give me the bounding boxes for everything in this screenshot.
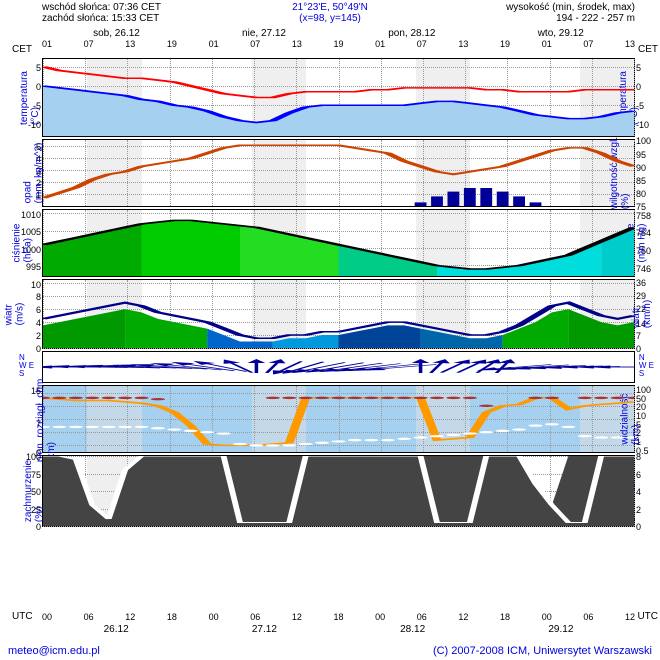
panel-stack: 50-5-1050-5-10temperatura(°C)temperatura… xyxy=(42,58,635,615)
utc-left: UTC xyxy=(12,611,33,622)
tz-left: CET xyxy=(12,44,32,55)
panel-precipitation: 543211009590858075opad(mm, kg/m^2)wilgot… xyxy=(42,139,635,207)
elev-values: 194 - 222 - 257 m xyxy=(506,13,635,24)
sunset-text: zachód słońca: 15:33 CET xyxy=(42,13,161,24)
elev-label: wysokość (min, środek, max) xyxy=(506,2,635,13)
sunrise-text: wschód słońca: 07:36 CET xyxy=(42,2,161,13)
panel-pressure: 101010051000995758754750746ciśnienie(hPa… xyxy=(42,209,635,277)
panel-temperature: 50-5-1050-5-10temperatura(°C)temperatura… xyxy=(42,58,635,137)
elevation: wysokość (min, środek, max) 194 - 222 - … xyxy=(506,2,635,24)
bottom-time-axis: 000612180006121800061218000612 26.1227.1… xyxy=(42,612,635,635)
panel-cloudiness: 100755025086420zachmurzenie(%)zachmurzen… xyxy=(42,455,635,527)
footer: meteo@icm.edu.pl (C) 2007-2008 ICM, Uniw… xyxy=(8,645,652,657)
coords-text: 21°23'E, 50°49'N xyxy=(292,2,368,13)
header: wschód słońca: 07:36 CET zachód słońca: … xyxy=(0,2,660,30)
location: 21°23'E, 50°49'N (x=98, y=145) xyxy=(292,2,368,24)
tz-right: CET xyxy=(638,44,658,55)
panel-wind: 10864203629221470wiatr(m/s)wiatr(km/h) xyxy=(42,279,635,349)
utc-right: UTC xyxy=(637,611,658,622)
footer-copyright: (C) 2007-2008 ICM, Uniwersytet Warszawsk… xyxy=(433,645,652,657)
panel-wind-direction: NW ESNW ES xyxy=(42,351,635,383)
footer-email[interactable]: meteo@icm.edu.pl xyxy=(8,645,100,657)
panel-visibility: 15701005020105210.5pion. rozciągł. chm.(… xyxy=(42,385,635,453)
meteogram-container: wschód słońca: 07:36 CET zachód słońca: … xyxy=(0,0,660,660)
gridpos-text: (x=98, y=145) xyxy=(292,13,368,24)
sun-times: wschód słońca: 07:36 CET zachód słońca: … xyxy=(42,2,161,24)
top-time-axis: sob, 26.12nie, 27.12pon, 28.12wto, 29.12… xyxy=(42,28,635,56)
